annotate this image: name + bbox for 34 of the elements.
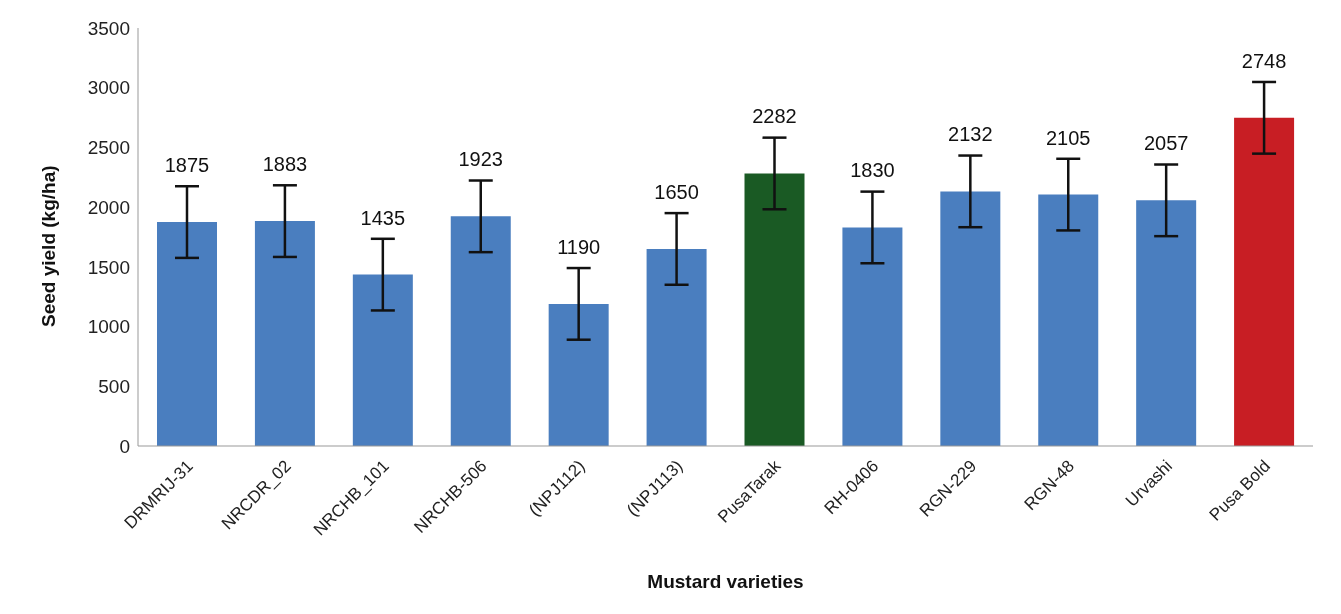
- y-tick-label: 3000: [87, 77, 130, 99]
- y-tick-label: 2000: [87, 196, 130, 218]
- bar: [842, 227, 903, 446]
- data-label: 2057: [1143, 132, 1189, 155]
- data-label: 1190: [557, 235, 601, 258]
- y-tick-label: 1500: [87, 256, 130, 278]
- bar: [1234, 117, 1295, 446]
- data-label: 1830: [850, 159, 895, 182]
- bar: [352, 274, 413, 446]
- bar: [744, 173, 805, 446]
- data-label: 1650: [654, 180, 699, 203]
- bar: [450, 216, 511, 446]
- y-tick-label: 2500: [87, 137, 130, 159]
- bar: [1136, 200, 1197, 446]
- data-label: 1435: [360, 206, 406, 229]
- y-tick-label: 3500: [87, 17, 130, 39]
- data-label: 1883: [262, 153, 308, 176]
- data-label: 2282: [752, 105, 797, 128]
- y-tick-label: 1000: [87, 316, 130, 338]
- bar: [940, 191, 1001, 446]
- bar: [548, 303, 609, 446]
- data-label: 2105: [1046, 126, 1091, 149]
- data-label: 2132: [948, 123, 993, 146]
- y-tick-label: 500: [98, 376, 130, 398]
- bar: [157, 222, 217, 446]
- y-axis-title: Seed yield (kg/ha): [37, 165, 59, 327]
- y-tick-label: 0: [119, 435, 130, 457]
- bar: [646, 248, 707, 446]
- data-label: 2748: [1241, 49, 1287, 72]
- data-label: 1875: [164, 154, 210, 177]
- data-label: 1923: [458, 148, 503, 171]
- bar: [254, 221, 315, 446]
- x-axis-title: Mustard varieties: [647, 571, 804, 592]
- bar: [1038, 194, 1099, 446]
